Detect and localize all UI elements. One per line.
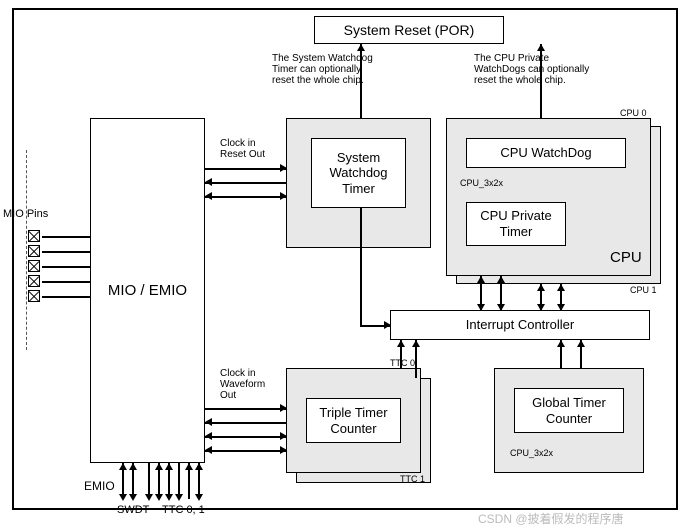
gtc-box: Global Timer Counter	[514, 388, 624, 433]
cpu1-label: CPU 1	[630, 285, 657, 295]
cpu-label: CPU	[610, 250, 642, 267]
mio-pin	[28, 245, 40, 257]
cpu-private-timer-box: CPU Private Timer	[466, 202, 566, 246]
note-cpu: The CPU Private WatchDogs can optionally…	[474, 53, 589, 86]
mio-emio-box: MIO / EMIO	[90, 118, 205, 463]
cpu-watchdog-box: CPU WatchDog	[466, 138, 626, 168]
emio-label: EMIO	[84, 480, 115, 493]
ttc01-label: TTC 0, 1	[162, 504, 205, 516]
system-reset-box: System Reset (POR)	[314, 16, 504, 44]
clock-waveform-label: Clock in Waveform Out	[220, 368, 265, 401]
mio-pin	[28, 230, 40, 242]
cpu-3x2x-label: CPU_3x2x	[460, 178, 503, 188]
cpu-watchdog-label: CPU WatchDog	[500, 145, 591, 161]
mio-pin	[28, 275, 40, 287]
mio-emio-label: MIO / EMIO	[108, 282, 187, 300]
mio-pins-label: MIO Pins	[3, 208, 48, 220]
diagram-canvas: System Reset (POR) The System Watchdog T…	[0, 0, 685, 528]
cpu-private-timer-label: CPU Private Timer	[480, 208, 552, 239]
dashed-line	[26, 150, 27, 350]
interrupt-controller-box: Interrupt Controller	[390, 310, 650, 340]
swt-box: System Watchdog Timer	[311, 138, 406, 208]
swdt-label: SWDT	[117, 504, 149, 516]
note-swt: The System Watchdog Timer can optionally…	[272, 53, 373, 86]
ttc1-label: TTC 1	[400, 474, 425, 484]
watermark: CSDN @披着假发的程序唐	[478, 510, 624, 527]
ttc-label: Triple Timer Counter	[319, 405, 387, 436]
system-reset-label: System Reset (POR)	[344, 22, 475, 39]
mio-pin	[28, 260, 40, 272]
ttc0-label: TTC 0	[390, 358, 415, 368]
gtc-label: Global Timer Counter	[532, 395, 606, 426]
clock-reset-label: Clock in Reset Out	[220, 138, 265, 160]
ttc-box: Triple Timer Counter	[306, 398, 401, 443]
cpu0-label: CPU 0	[620, 108, 647, 118]
gtc-3x2x-label: CPU_3x2x	[510, 448, 553, 458]
mio-pin	[28, 290, 40, 302]
interrupt-controller-label: Interrupt Controller	[466, 317, 574, 333]
swt-label: System Watchdog Timer	[329, 150, 387, 197]
